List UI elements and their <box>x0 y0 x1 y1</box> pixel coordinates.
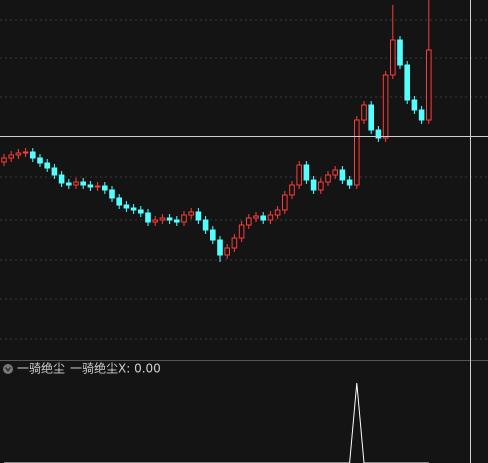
candle-body <box>217 239 223 256</box>
indicator-name: 一骑绝尘 <box>17 361 65 376</box>
candle-body <box>361 104 367 121</box>
candle-body <box>318 181 324 191</box>
candle-body <box>368 104 374 131</box>
indicator-plot <box>4 382 429 463</box>
candle-body <box>138 209 144 214</box>
indicator-line <box>4 382 429 463</box>
candle-body <box>310 179 317 191</box>
candle-body <box>375 129 382 139</box>
candle-body <box>15 152 22 156</box>
candle-body <box>325 174 331 183</box>
collapse-arrow <box>5 367 11 372</box>
collapse-icon[interactable] <box>3 364 13 374</box>
candle-body <box>246 217 252 226</box>
candle-body <box>166 217 173 221</box>
candle-body <box>289 184 295 196</box>
candle-body <box>51 167 58 176</box>
candle-body <box>426 49 432 121</box>
candle-body <box>274 209 281 216</box>
candle-body <box>404 64 410 101</box>
candle-body <box>224 247 230 256</box>
candle-body <box>418 109 425 121</box>
candle-body <box>303 164 310 181</box>
candle-body <box>332 169 338 176</box>
grid <box>0 19 488 340</box>
candle-body <box>102 185 108 191</box>
candle-body <box>87 184 94 188</box>
price-plot <box>1 0 432 262</box>
candle-body <box>123 204 130 209</box>
candle-body <box>181 214 187 223</box>
candle-body <box>109 189 115 199</box>
candle-body <box>339 169 346 181</box>
candle-body <box>346 179 353 186</box>
candle-body <box>253 215 259 219</box>
candle-body <box>73 181 79 186</box>
candle-body <box>94 185 101 188</box>
candle-body <box>260 215 266 221</box>
candle-body <box>8 154 14 159</box>
candle-body <box>296 164 302 186</box>
candle-body <box>188 211 194 216</box>
candle-body <box>202 219 209 231</box>
candle-body <box>159 217 166 221</box>
candle-body <box>282 194 288 211</box>
candle-body <box>145 212 151 223</box>
candle-body <box>195 211 202 221</box>
candle-body <box>174 219 180 223</box>
candle-body <box>22 151 29 154</box>
candle-body <box>66 182 72 186</box>
candle-body <box>354 119 360 186</box>
candle-body <box>411 99 418 111</box>
candle-body <box>231 237 238 249</box>
candle-body <box>44 162 51 169</box>
candle-body <box>210 229 216 241</box>
candle-body <box>37 157 43 164</box>
candle-body <box>390 39 396 76</box>
candle-body <box>116 197 123 206</box>
candle-body <box>80 181 87 186</box>
candle-body <box>267 214 274 221</box>
candle-body <box>130 207 137 211</box>
candle-body <box>152 219 158 223</box>
candle-body <box>1 157 7 163</box>
candle-body <box>58 174 65 184</box>
candle-body <box>397 39 403 66</box>
candle-body <box>30 151 36 159</box>
candle-body <box>382 74 389 139</box>
indicator-value: 一骑绝尘X: 0.00 <box>70 361 161 376</box>
candle-body <box>238 224 245 239</box>
